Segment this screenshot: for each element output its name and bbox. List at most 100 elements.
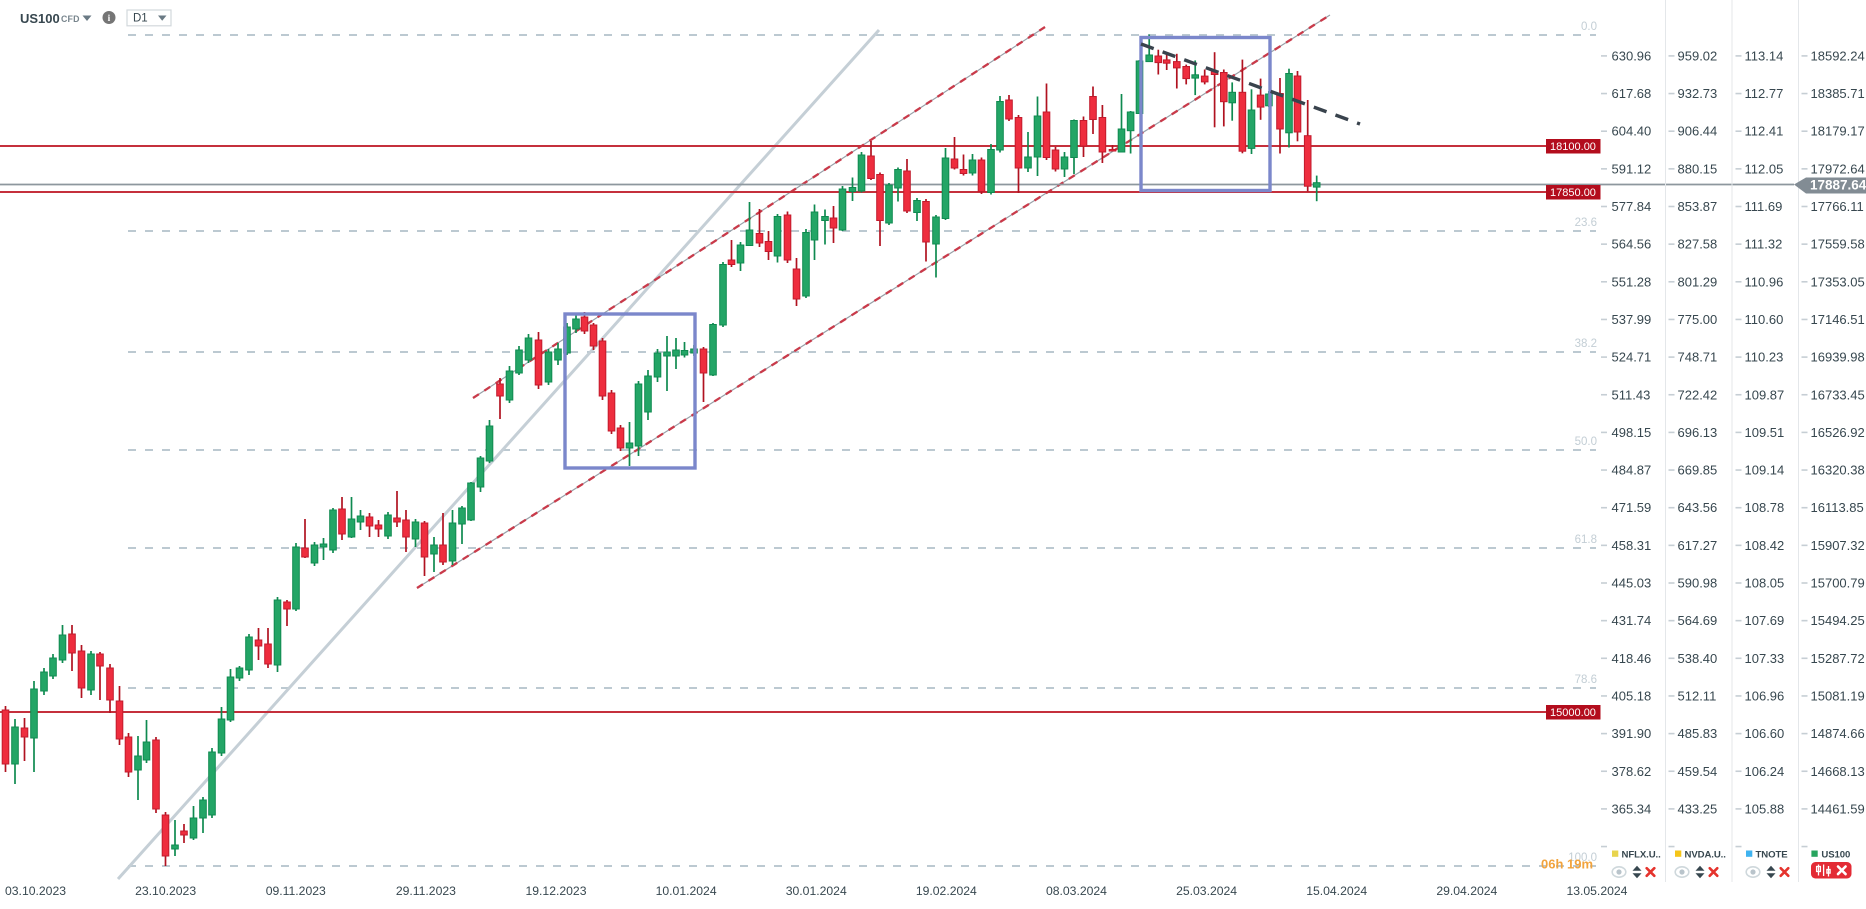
- svg-text:30.01.2024: 30.01.2024: [786, 884, 847, 898]
- svg-text:577.84: 577.84: [1612, 199, 1652, 214]
- svg-text:617.68: 617.68: [1612, 86, 1652, 101]
- svg-text:17353.05: 17353.05: [1811, 274, 1865, 289]
- svg-text:23.6: 23.6: [1575, 217, 1597, 229]
- svg-text:03.10.2023: 03.10.2023: [5, 884, 66, 898]
- svg-text:591.12: 591.12: [1612, 161, 1652, 176]
- svg-text:418.46: 418.46: [1612, 651, 1652, 666]
- svg-text:113.14: 113.14: [1745, 48, 1784, 63]
- svg-text:108.42: 108.42: [1745, 538, 1785, 553]
- svg-text:391.90: 391.90: [1612, 726, 1652, 741]
- svg-text:13.05.2024: 13.05.2024: [1566, 884, 1627, 898]
- svg-text:108.78: 108.78: [1745, 500, 1785, 515]
- svg-text:537.99: 537.99: [1612, 312, 1652, 327]
- svg-text:17559.58: 17559.58: [1811, 237, 1865, 252]
- svg-text:78.6: 78.6: [1575, 674, 1597, 686]
- svg-text:105.88: 105.88: [1745, 801, 1785, 816]
- svg-text:111.32: 111.32: [1745, 237, 1783, 252]
- svg-text:748.71: 748.71: [1678, 350, 1718, 365]
- svg-text:108.05: 108.05: [1745, 576, 1785, 591]
- svg-text:18179.17: 18179.17: [1811, 124, 1865, 139]
- svg-text:19.12.2023: 19.12.2023: [525, 884, 586, 898]
- svg-text:D1: D1: [133, 13, 148, 25]
- svg-text:551.28: 551.28: [1612, 274, 1652, 289]
- svg-text:15000.00: 15000.00: [1550, 707, 1596, 719]
- svg-text:110.60: 110.60: [1745, 312, 1784, 327]
- svg-text:17146.51: 17146.51: [1811, 312, 1865, 327]
- svg-text:18385.71: 18385.71: [1811, 86, 1865, 101]
- svg-text:50.0: 50.0: [1575, 436, 1597, 448]
- svg-text:590.98: 590.98: [1678, 576, 1718, 591]
- svg-text:775.00: 775.00: [1678, 312, 1718, 327]
- svg-text:06h 19m: 06h 19m: [1541, 857, 1593, 872]
- svg-text:378.62: 378.62: [1612, 764, 1652, 779]
- svg-text:643.56: 643.56: [1678, 500, 1718, 515]
- svg-text:604.40: 604.40: [1612, 124, 1652, 139]
- svg-text:106.24: 106.24: [1745, 764, 1785, 779]
- svg-text:107.33: 107.33: [1745, 651, 1785, 666]
- svg-text:i: i: [108, 14, 111, 24]
- svg-text:485.83: 485.83: [1678, 726, 1718, 741]
- svg-text:29.11.2023: 29.11.2023: [396, 884, 456, 898]
- svg-text:61.8: 61.8: [1575, 534, 1597, 546]
- svg-text:880.15: 880.15: [1678, 161, 1718, 176]
- svg-text:16526.92: 16526.92: [1811, 425, 1865, 440]
- svg-text:US100: US100: [20, 11, 60, 26]
- svg-text:696.13: 696.13: [1678, 425, 1718, 440]
- svg-text:669.85: 669.85: [1678, 463, 1718, 478]
- svg-text:511.43: 511.43: [1612, 387, 1651, 402]
- svg-text:17887.64: 17887.64: [1810, 178, 1866, 193]
- svg-text:15700.79: 15700.79: [1811, 576, 1865, 591]
- svg-text:17972.64: 17972.64: [1811, 161, 1865, 176]
- svg-text:17850.00: 17850.00: [1550, 187, 1596, 199]
- svg-text:08.03.2024: 08.03.2024: [1046, 884, 1107, 898]
- svg-text:110.96: 110.96: [1745, 274, 1784, 289]
- svg-text:NVDA.U..: NVDA.U..: [1685, 850, 1726, 861]
- svg-text:433.25: 433.25: [1678, 801, 1718, 816]
- svg-text:617.27: 617.27: [1678, 538, 1718, 553]
- svg-text:10.01.2024: 10.01.2024: [656, 884, 717, 898]
- svg-text:853.87: 853.87: [1678, 199, 1718, 214]
- svg-text:15081.19: 15081.19: [1811, 688, 1865, 703]
- svg-text:564.69: 564.69: [1678, 613, 1718, 628]
- svg-text:09.11.2023: 09.11.2023: [266, 884, 326, 898]
- svg-text:16939.98: 16939.98: [1811, 350, 1865, 365]
- svg-text:109.14: 109.14: [1745, 463, 1785, 478]
- svg-text:17766.11: 17766.11: [1811, 199, 1864, 214]
- svg-text:722.42: 722.42: [1678, 387, 1718, 402]
- svg-text:498.15: 498.15: [1612, 425, 1652, 440]
- svg-text:US100: US100: [1821, 850, 1850, 861]
- svg-text:110.23: 110.23: [1745, 350, 1784, 365]
- svg-text:959.02: 959.02: [1678, 48, 1718, 63]
- svg-text:14668.13: 14668.13: [1811, 764, 1865, 779]
- svg-text:14461.59: 14461.59: [1811, 801, 1865, 816]
- svg-text:0.0: 0.0: [1581, 21, 1597, 33]
- svg-text:15494.25: 15494.25: [1811, 613, 1865, 628]
- svg-text:NFLX.U..: NFLX.U..: [1622, 850, 1661, 861]
- svg-text:14874.66: 14874.66: [1811, 726, 1865, 741]
- svg-text:16733.45: 16733.45: [1811, 387, 1865, 402]
- svg-text:106.96: 106.96: [1745, 688, 1785, 703]
- svg-text:827.58: 827.58: [1678, 237, 1718, 252]
- svg-text:109.87: 109.87: [1745, 387, 1785, 402]
- svg-text:106.60: 106.60: [1745, 726, 1785, 741]
- svg-text:906.44: 906.44: [1678, 124, 1718, 139]
- svg-text:109.51: 109.51: [1745, 425, 1785, 440]
- svg-text:630.96: 630.96: [1612, 48, 1652, 63]
- svg-text:29.04.2024: 29.04.2024: [1436, 884, 1497, 898]
- svg-text:18592.24: 18592.24: [1811, 48, 1865, 63]
- svg-text:CFD: CFD: [61, 14, 80, 24]
- svg-text:TNOTE: TNOTE: [1756, 850, 1789, 861]
- svg-text:932.73: 932.73: [1678, 86, 1718, 101]
- svg-text:15287.72: 15287.72: [1811, 651, 1865, 666]
- svg-text:15.04.2024: 15.04.2024: [1306, 884, 1367, 898]
- svg-text:16320.38: 16320.38: [1811, 463, 1865, 478]
- svg-text:38.2: 38.2: [1575, 338, 1597, 350]
- svg-text:405.18: 405.18: [1612, 688, 1652, 703]
- svg-text:112.41: 112.41: [1745, 124, 1784, 139]
- svg-text:431.74: 431.74: [1612, 613, 1652, 628]
- svg-text:524.71: 524.71: [1612, 350, 1652, 365]
- svg-text:100.0: 100.0: [1568, 852, 1597, 864]
- svg-text:458.31: 458.31: [1612, 538, 1652, 553]
- svg-text:112.05: 112.05: [1745, 161, 1784, 176]
- svg-text:564.56: 564.56: [1612, 237, 1652, 252]
